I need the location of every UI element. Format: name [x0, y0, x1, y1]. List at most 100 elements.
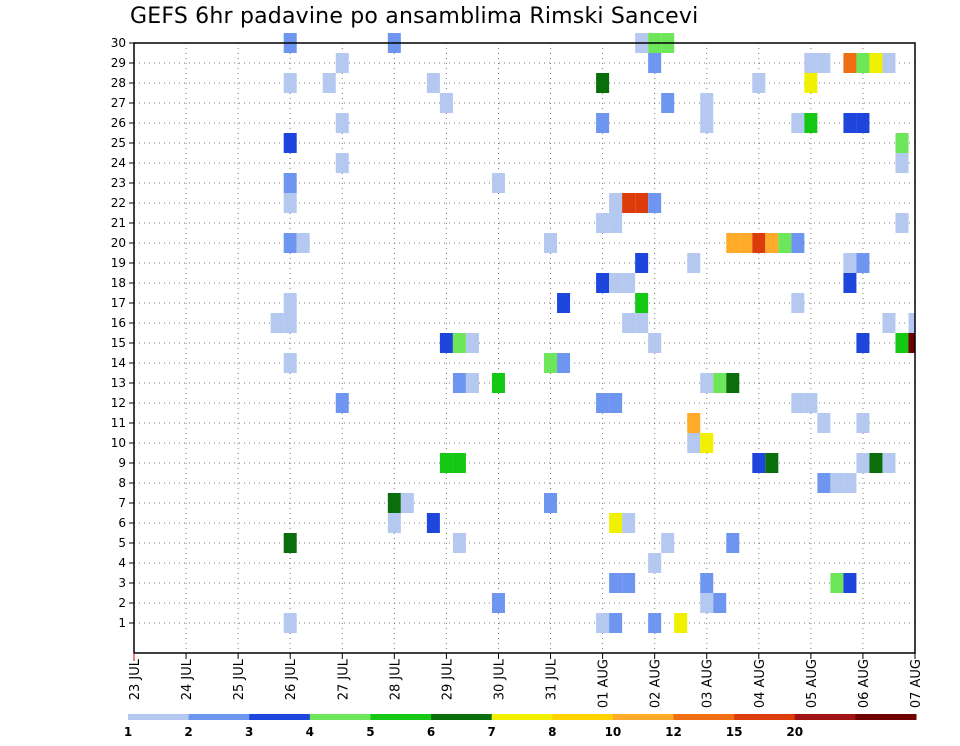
- precip-cell: [661, 93, 675, 113]
- legend-label: 4: [306, 725, 314, 739]
- y-tick-label: 6: [118, 516, 126, 530]
- legend-swatch: [249, 714, 311, 720]
- precip-cell: [622, 573, 636, 593]
- precip-cell: [596, 73, 610, 93]
- precip-cell: [856, 453, 870, 473]
- legend-label: 10: [605, 725, 622, 739]
- y-tick-label: 14: [111, 356, 126, 370]
- y-tick-label: 18: [111, 276, 126, 290]
- precip-cell: [856, 333, 870, 353]
- precip-cell: [609, 213, 623, 233]
- x-tick-label: 24 JUL: [180, 658, 195, 700]
- precip-cell: [557, 353, 571, 373]
- precip-cell: [283, 193, 297, 213]
- legend-swatch: [552, 714, 614, 720]
- precip-cell: [648, 53, 662, 73]
- precip-cell: [869, 453, 883, 473]
- precip-cell: [544, 493, 558, 513]
- precip-cell: [283, 133, 297, 153]
- precip-cell: [843, 473, 857, 493]
- legend-label: 6: [427, 725, 435, 739]
- precip-cell: [830, 573, 844, 593]
- precip-cell: [452, 333, 466, 353]
- y-tick-label: 13: [111, 376, 126, 390]
- precip-cell: [895, 213, 909, 233]
- precip-cell: [335, 393, 349, 413]
- precip-cell: [322, 73, 336, 93]
- y-tick-label: 9: [118, 456, 126, 470]
- precip-cell: [609, 573, 623, 593]
- precip-cell: [843, 253, 857, 273]
- precip-cell: [856, 253, 870, 273]
- precip-cell: [726, 533, 740, 553]
- y-tick-label: 1: [118, 616, 126, 630]
- precip-cell: [752, 233, 766, 253]
- precip-cell: [622, 513, 636, 533]
- precip-cell: [713, 593, 727, 613]
- precip-cell: [283, 293, 297, 313]
- legend-swatch: [188, 714, 250, 720]
- legend-label: 20: [786, 725, 803, 739]
- y-tick-label: 16: [111, 316, 126, 330]
- precip-cell: [843, 53, 857, 73]
- y-tick-label: 25: [111, 136, 126, 150]
- precip-cell: [596, 393, 610, 413]
- precip-cell: [609, 613, 623, 633]
- precip-cell: [817, 413, 831, 433]
- precip-cell: [439, 333, 453, 353]
- precip-cell: [491, 593, 505, 613]
- precip-cell: [283, 313, 297, 333]
- legend-swatch: [612, 714, 675, 720]
- x-tick-label: 27 JUL: [336, 658, 351, 700]
- chart-title: GEFS 6hr padavine po ansamblima Rimski S…: [130, 4, 699, 29]
- precip-cell: [895, 333, 909, 353]
- y-tick-label: 20: [111, 236, 126, 250]
- precip-cell: [596, 213, 610, 233]
- y-tick-label: 21: [111, 216, 126, 230]
- x-tick-label: 04 AUG: [753, 659, 768, 708]
- precip-cell: [700, 113, 714, 133]
- y-tick-label: 29: [111, 56, 126, 70]
- x-tick-label: 25 JUL: [232, 658, 247, 700]
- precip-cell: [335, 113, 349, 133]
- precip-cell: [817, 473, 831, 493]
- precip-cell: [465, 373, 479, 393]
- y-tick-label: 22: [111, 196, 126, 210]
- precip-cell: [700, 573, 714, 593]
- precip-cell: [791, 393, 805, 413]
- precip-cell: [856, 113, 870, 133]
- precip-cell: [635, 193, 649, 213]
- precip-cell: [426, 73, 440, 93]
- y-tick-label: 30: [111, 36, 126, 50]
- precip-cell: [726, 233, 740, 253]
- precip-cell: [752, 453, 766, 473]
- precip-cell: [739, 233, 753, 253]
- precip-cell: [856, 413, 870, 433]
- precip-cell: [895, 153, 909, 173]
- x-tick-label: 06 AUG: [857, 659, 872, 708]
- precip-cell: [335, 153, 349, 173]
- precip-cell: [491, 373, 505, 393]
- precip-cell: [283, 353, 297, 373]
- precip-cell: [674, 613, 688, 633]
- precip-cell: [908, 313, 915, 333]
- precip-cell: [661, 533, 675, 553]
- precip-cell: [830, 473, 844, 493]
- y-tick-label: 27: [111, 96, 126, 110]
- precip-cell: [648, 193, 662, 213]
- x-tick-label: 31 JUL: [545, 658, 560, 700]
- y-tick-label: 12: [111, 396, 126, 410]
- x-tick-label: 01 AUG: [597, 659, 612, 708]
- precip-cell: [882, 313, 896, 333]
- y-tick-label: 24: [111, 156, 126, 170]
- precip-cell: [713, 373, 727, 393]
- y-tick-label: 26: [111, 116, 126, 130]
- precip-cell: [804, 393, 818, 413]
- precip-cell: [856, 53, 870, 73]
- precip-cell: [726, 373, 740, 393]
- y-tick-label: 4: [118, 556, 126, 570]
- precip-cell: [895, 133, 909, 153]
- precip-cell: [335, 53, 349, 73]
- legend-label: 3: [245, 725, 253, 739]
